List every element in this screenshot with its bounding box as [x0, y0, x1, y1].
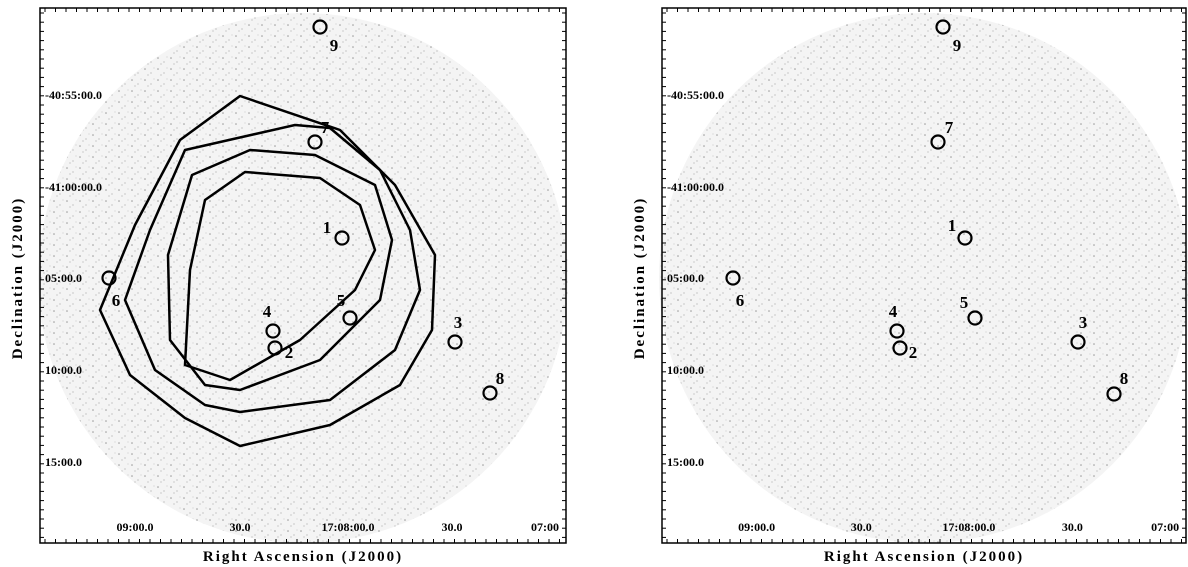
source-label: 6 — [112, 291, 121, 310]
contour — [183, 170, 377, 382]
x-tick-label: 17:08:00.0 — [322, 520, 375, 534]
frame — [661, 7, 1187, 544]
source-marker — [957, 230, 973, 246]
contour — [98, 94, 437, 448]
contour — [166, 148, 394, 392]
source-marker — [307, 134, 323, 150]
y-tick-label: 05:00.0 — [45, 271, 82, 285]
source-marker — [265, 323, 281, 339]
sky-image — [659, 13, 1188, 543]
x-axis-label: Right Ascension (J2000) — [824, 549, 1024, 565]
source-label: 1 — [948, 216, 957, 235]
source-label: 7 — [321, 118, 330, 137]
contours — [98, 94, 437, 448]
source-marker — [1070, 334, 1086, 350]
source-label: 9 — [953, 36, 962, 55]
source-label: 4 — [889, 302, 898, 321]
source-label: 2 — [909, 343, 918, 362]
source-marker — [892, 340, 908, 356]
contour — [123, 123, 422, 414]
x-tick-label: 09:00.0 — [117, 520, 154, 534]
source-marker — [447, 334, 463, 350]
y-tick-label: -41:00:00.0 — [45, 180, 102, 194]
x-axis-label: Right Ascension (J2000) — [203, 549, 403, 565]
x-tick-label: 30.0 — [851, 520, 872, 534]
source-label: 7 — [945, 118, 954, 137]
source-label: 3 — [1079, 313, 1088, 332]
source-label: 6 — [736, 291, 745, 310]
y-tick-label: -41:00:00.0 — [667, 180, 724, 194]
y-tick-label: 15:00.0 — [45, 455, 82, 469]
source-label: 3 — [454, 313, 463, 332]
source-marker — [889, 323, 905, 339]
y-tick-label: 10:00.0 — [45, 363, 82, 377]
source-marker — [267, 340, 283, 356]
source-marker — [967, 310, 983, 326]
x-tick-label: 09:00.0 — [738, 520, 775, 534]
y-tick-label: 05:00.0 — [667, 271, 704, 285]
x-tick-label: 30.0 — [1062, 520, 1083, 534]
source-label: 1 — [323, 218, 332, 237]
y-tick-label: 15:00.0 — [667, 455, 704, 469]
source-marker — [930, 134, 946, 150]
source-marker — [334, 230, 350, 246]
source-label: 9 — [330, 36, 339, 55]
x-tick-label: 07:00 — [1151, 520, 1179, 534]
x-tick-label: 30.0 — [442, 520, 463, 534]
source-marker — [1106, 386, 1122, 402]
source-label: 5 — [960, 293, 969, 312]
x-tick-label: 17:08:00.0 — [942, 520, 995, 534]
y-tick-label: -40:55:00.0 — [45, 88, 102, 102]
source-marker — [312, 19, 328, 35]
y-tick-label: 10:00.0 — [667, 363, 704, 377]
source-label: 8 — [496, 369, 505, 388]
source-marker — [482, 385, 498, 401]
x-tick-label: 30.0 — [230, 520, 251, 534]
source-marker — [101, 270, 117, 286]
x-tick-label: 07:00 — [531, 520, 559, 534]
sky-image — [38, 13, 568, 543]
source-label: 8 — [1120, 369, 1129, 388]
source-label: 2 — [285, 343, 294, 362]
source-marker — [725, 270, 741, 286]
source-marker — [935, 19, 951, 35]
source-label: 4 — [263, 302, 272, 321]
source-marker — [342, 310, 358, 326]
y-axis-label: Declination (J2000) — [10, 197, 26, 360]
frame — [39, 7, 567, 544]
y-axis-label: Declination (J2000) — [632, 197, 648, 360]
source-label: 5 — [337, 291, 346, 310]
y-tick-label: -40:55:00.0 — [667, 88, 724, 102]
